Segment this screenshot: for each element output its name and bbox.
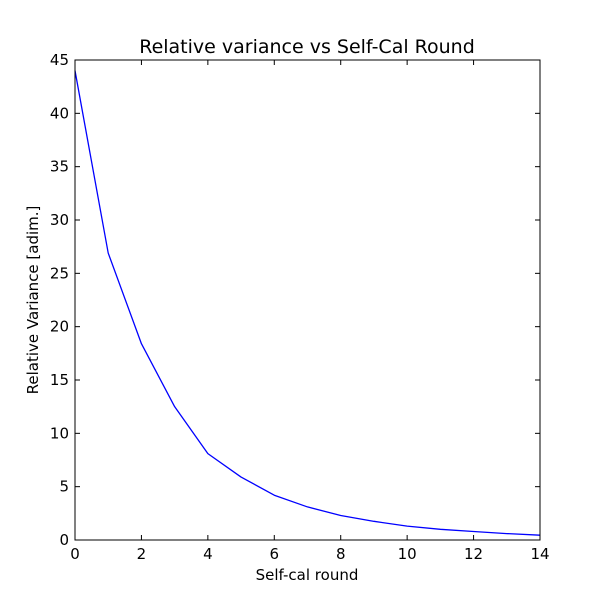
y-tick-label: 30: [50, 211, 69, 229]
x-tick-label: 4: [203, 545, 213, 563]
x-tick-label: 6: [270, 545, 280, 563]
plot-frame: [74, 59, 541, 541]
chart-title: Relative variance vs Self-Cal Round: [139, 36, 475, 58]
x-tick-label: 2: [137, 545, 147, 563]
x-tick-label: 14: [530, 545, 549, 563]
y-tick-label: 20: [50, 318, 69, 336]
series-line-0: [74, 70, 541, 536]
y-tick-label: 0: [59, 531, 69, 549]
y-tick-label: 45: [50, 51, 69, 69]
x-tick-label: 0: [70, 545, 80, 563]
y-axis-label: Relative Variance [adim.]: [24, 206, 42, 395]
plot-area: 0 2 4 6 8 10 12 14 0 5 10 15 20 25 30 35 40 45: [50, 51, 550, 563]
y-tick-label: 40: [50, 104, 69, 122]
x-axis-label: Self-cal round: [256, 566, 359, 584]
x-tick-label: 10: [398, 545, 417, 563]
y-tick-label: 35: [50, 158, 69, 176]
x-tick-label: 8: [336, 545, 346, 563]
y-tick-label: 15: [50, 371, 69, 389]
y-tick-label: 25: [50, 264, 69, 282]
y-tick-label: 5: [59, 478, 69, 496]
x-tick-label: 12: [464, 545, 483, 563]
y-tick-label: 10: [50, 424, 69, 442]
